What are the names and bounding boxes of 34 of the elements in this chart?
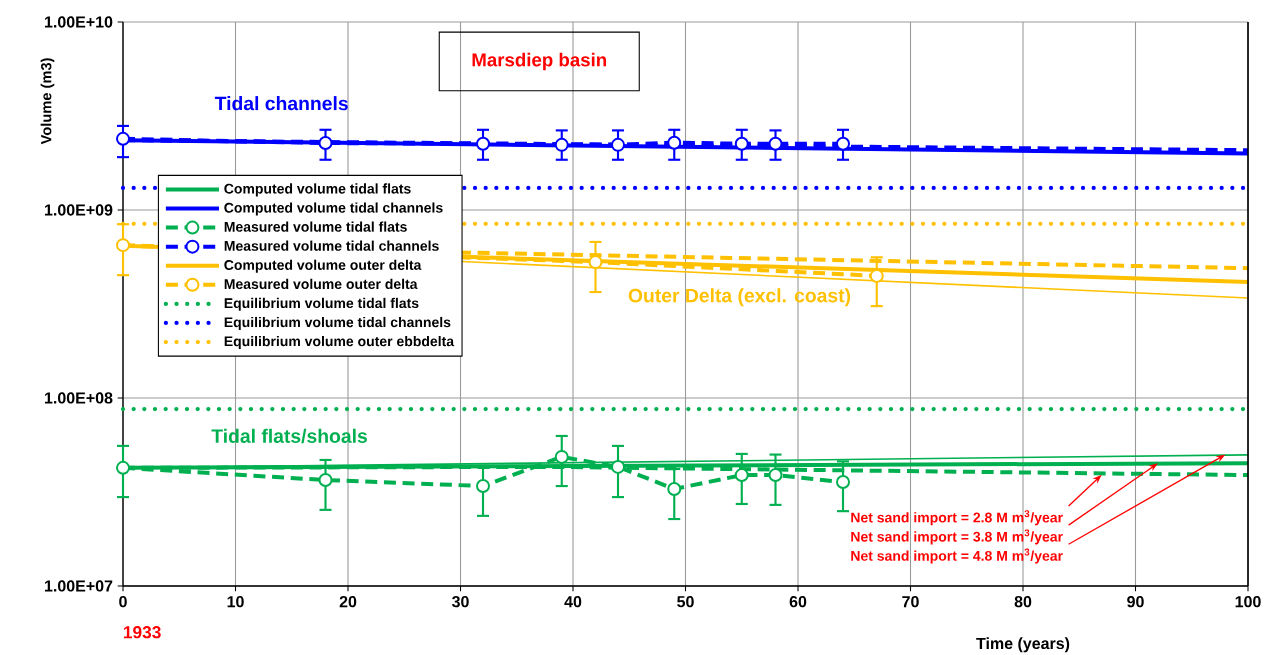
- y-tick-label: 1.00E+07: [45, 580, 113, 592]
- annotation: Tidal channels: [214, 96, 348, 111]
- annotation: Net sand import = 2.8 M m$^{3}$/year: [851, 510, 1063, 526]
- legend-label: Computed volume tidal flats: [224, 183, 411, 197]
- x-tick-label: 90: [1127, 596, 1144, 608]
- x-tick-label: 0: [119, 596, 127, 608]
- annotation: Outer Delta (excl. coast): [628, 288, 851, 307]
- x-tick-label: 60: [789, 596, 807, 608]
- annotation: Marsdiep basin: [472, 52, 607, 71]
- x-tick-label: 70: [902, 596, 919, 608]
- x-tick-label: 50: [677, 596, 694, 608]
- legend-label: Computed volume tidal channels: [224, 202, 443, 216]
- text: 1933: [123, 626, 161, 639]
- x-axis-title: Time (years): [976, 637, 1070, 653]
- legend-label: Equilibrium volume outer ebbdelta: [224, 335, 455, 350]
- legend-label: Equilibrium volume tidal flats: [224, 297, 419, 311]
- x-tick-label: 10: [227, 596, 244, 608]
- x-tick-label: 40: [564, 596, 582, 608]
- y-tick-label: 1.00E+08: [45, 392, 113, 404]
- legend-label: Equilibrium volume tidal channels: [224, 316, 451, 330]
- legend-label: Measured volume outer delta: [224, 278, 418, 290]
- annotation: Net sand import = 4.8 M m$^{3}$/year: [851, 548, 1063, 564]
- annotation: Tidal flats/shoals: [211, 428, 367, 444]
- legend-label: Measured volume tidal flats: [224, 221, 407, 232]
- x-tick-label: 20: [339, 596, 357, 608]
- x-tick-label: 100: [1235, 596, 1261, 608]
- legend-label: Computed volume outer delta: [224, 259, 422, 273]
- y-tick-label: 1.00E+10: [45, 16, 113, 28]
- annotation: Net sand import = 3.8 M m$^{3}$/year: [851, 529, 1063, 545]
- legend-label: Measured volume tidal channels: [224, 240, 439, 251]
- y-axis-title: Volume (m3): [40, 58, 55, 145]
- x-tick-label: 80: [1014, 596, 1032, 608]
- y-tick-label: 1.00E+09: [45, 204, 113, 216]
- x-tick-label: 30: [451, 596, 469, 608]
